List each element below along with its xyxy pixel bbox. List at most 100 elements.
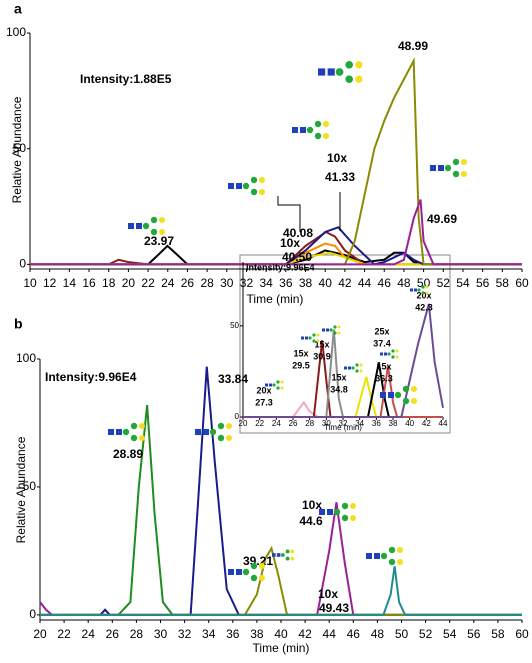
glycan-glcnac (276, 553, 281, 557)
glycan-mannose (380, 552, 388, 560)
glycan-mannose (402, 385, 410, 393)
x-axis-label: Time (min) (253, 641, 310, 655)
x-tick-label: 14 (63, 276, 77, 290)
glycan-mannose (250, 188, 258, 196)
glycan-mannose (421, 291, 425, 295)
annotation: 10x (327, 151, 347, 165)
glycan-mannose (142, 222, 150, 230)
glycan-mannose (417, 288, 421, 292)
annotation: 33.84 (218, 372, 248, 386)
glycan-glcnac (327, 68, 335, 76)
glycan-mannose (285, 549, 290, 554)
y-axis-label: Relative Abundance (10, 96, 24, 203)
glycan-glcnac (236, 183, 242, 189)
glycan-glcnac (108, 429, 114, 435)
glycan-galactose (259, 575, 265, 581)
x-tick-label: 40 (274, 627, 288, 641)
x-tick-label: 60 (515, 627, 529, 641)
glycan-mannose (355, 363, 359, 367)
annotation: 41.33 (325, 170, 355, 184)
y-tick-label: 0 (235, 412, 240, 421)
y-tick-label: 100 (6, 25, 26, 39)
annotation: 27.3 (255, 397, 273, 407)
glycan-glcnac (430, 165, 436, 171)
glycan-mannose (308, 336, 312, 340)
glycan-galactose (395, 349, 399, 353)
annotation: 25x (374, 326, 389, 336)
x-tick-label: 46 (347, 627, 361, 641)
x-tick-label: 16 (82, 276, 96, 290)
x-tick-label: 48 (371, 627, 385, 641)
glycan-glcnac (228, 569, 234, 575)
glycan-mannose (452, 158, 460, 166)
x-tick-label: 20 (33, 627, 47, 641)
glycan-galactose (139, 423, 145, 429)
x-tick-label: 38 (389, 419, 398, 428)
glycan-galactose (259, 189, 265, 195)
glycan-galactose (259, 563, 265, 569)
x-tick-label: 38 (299, 276, 313, 290)
glycan-mannose (333, 331, 337, 335)
glycan-glcnac (410, 288, 413, 292)
glycan-galactose (323, 121, 329, 127)
glycan-galactose (397, 559, 403, 565)
x-tick-label: 42 (298, 627, 312, 641)
glycan-mannose (329, 328, 333, 332)
glycan-galactose (323, 133, 329, 139)
glycan-mannose (345, 75, 354, 84)
annotation: 40.50 (282, 250, 312, 264)
x-axis-label: Time (min) (324, 423, 362, 432)
x-tick-label: 24 (161, 276, 175, 290)
glycan-galactose (316, 339, 320, 343)
x-tick-label: 56 (476, 276, 490, 290)
glycan-mannose (391, 355, 395, 359)
x-tick-label: 26 (181, 276, 195, 290)
trace (40, 545, 522, 616)
glycan-mannose (276, 380, 280, 384)
glycan-glcnac (228, 183, 234, 189)
x-tick-label: 32 (339, 419, 348, 428)
y-tick-label: 50 (13, 141, 27, 155)
glycan-mannose (242, 568, 250, 576)
glycan-glcnac (319, 509, 325, 515)
x-tick-label: 24 (272, 419, 281, 428)
x-tick-label: 44 (323, 627, 337, 641)
glycan-mannose (394, 391, 402, 399)
glycan-mannose (280, 553, 285, 557)
glycan-glcnac (438, 165, 444, 171)
glycan-mannose (341, 514, 349, 522)
x-tick-label: 32 (240, 276, 254, 290)
glycan-galactose (359, 369, 363, 373)
x-tick-label: 58 (491, 627, 505, 641)
glycan-galactose (411, 386, 417, 392)
x-tick-label: 58 (496, 276, 510, 290)
y-tick-label: 100 (16, 351, 36, 365)
glycan-glcnac (265, 383, 268, 387)
x-tick-label: 50 (395, 627, 409, 641)
x-tick-label: 40 (405, 419, 414, 428)
trace (30, 230, 522, 266)
glycan-glcnac (203, 429, 209, 435)
glycan-galactose (461, 159, 467, 165)
x-tick-label: 26 (106, 627, 120, 641)
glycan-mannose (242, 182, 250, 190)
glycan-galactose (290, 556, 295, 561)
annotation: 49.69 (427, 212, 457, 226)
x-tick-label: 28 (200, 276, 214, 290)
glycan-mannose (351, 366, 355, 370)
glycan-mannose (452, 170, 460, 178)
glycan-mannose (122, 428, 130, 436)
x-tick-label: 40 (319, 276, 333, 290)
glycan-glcnac (322, 328, 325, 332)
glycan-mannose (335, 68, 344, 76)
x-tick-label: 32 (178, 627, 192, 641)
glycan-mannose (150, 228, 158, 236)
x-tick-label: 56 (467, 627, 481, 641)
glycan-glcnac (380, 352, 383, 356)
annotation: 15x (293, 348, 308, 358)
annotation: 28.89 (113, 447, 143, 461)
x-tick-label: 34 (259, 276, 273, 290)
glycan-galactose (337, 325, 341, 329)
trace (40, 404, 522, 616)
